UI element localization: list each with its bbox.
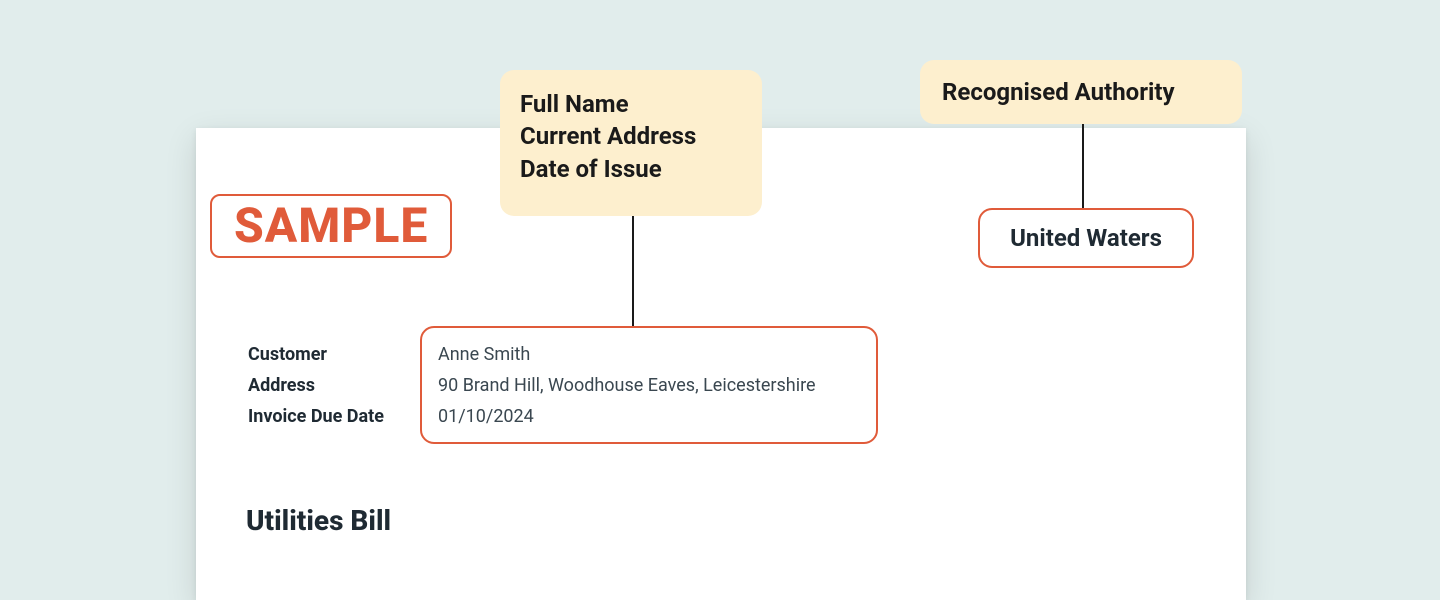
- callout-full-name: Full Name Current Address Date of Issue: [500, 70, 762, 216]
- sample-stamp: SAMPLE: [210, 194, 452, 258]
- document-title-text: Utilities Bill: [246, 504, 391, 537]
- value-invoice-due-date: 01/10/2024: [438, 406, 816, 427]
- callout-line-1: Full Name: [520, 88, 742, 120]
- label-address: Address: [248, 375, 384, 396]
- label-customer: Customer: [248, 344, 384, 365]
- value-address: 90 Brand Hill, Woodhouse Eaves, Leiceste…: [438, 375, 816, 396]
- details-values: Anne Smith 90 Brand Hill, Woodhouse Eave…: [438, 344, 816, 437]
- connector-left: [632, 216, 634, 326]
- callout-authority-text: Recognised Authority: [942, 78, 1175, 106]
- authority-name: United Waters: [1010, 224, 1162, 252]
- callout-line-2: Current Address: [520, 120, 742, 152]
- authority-box: United Waters: [978, 208, 1194, 268]
- details-labels: Customer Address Invoice Due Date: [248, 344, 384, 437]
- sample-stamp-text: SAMPLE: [234, 197, 428, 254]
- connector-right: [1082, 124, 1084, 208]
- callout-line-3: Date of Issue: [520, 153, 742, 185]
- label-invoice-due-date: Invoice Due Date: [248, 406, 384, 427]
- document-title: Utilities Bill: [246, 504, 391, 537]
- stage: SAMPLE Full Name Current Address Date of…: [0, 0, 1440, 600]
- value-customer: Anne Smith: [438, 344, 816, 365]
- callout-authority: Recognised Authority: [920, 60, 1242, 124]
